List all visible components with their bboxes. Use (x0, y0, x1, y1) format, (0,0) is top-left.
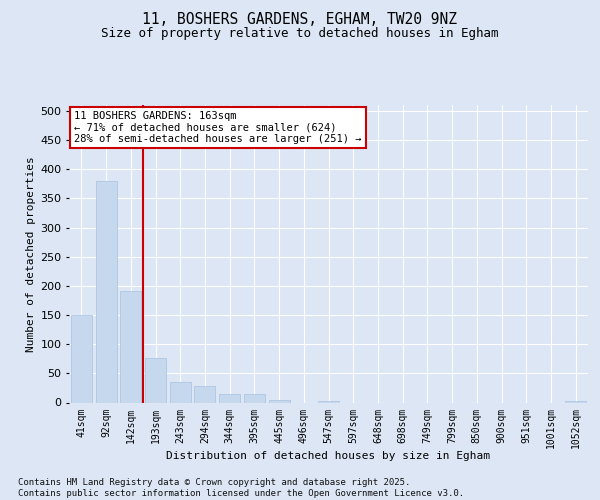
Text: Size of property relative to detached houses in Egham: Size of property relative to detached ho… (101, 28, 499, 40)
Bar (120, 290, 141, 403)
Bar (170, 382, 191, 402)
Text: 11, BOSHERS GARDENS, EGHAM, TW20 9NZ: 11, BOSHERS GARDENS, EGHAM, TW20 9NZ (143, 12, 458, 28)
Bar (145, 358, 166, 403)
Bar (71, 315, 92, 402)
Text: Contains HM Land Registry data © Crown copyright and database right 2025.
Contai: Contains HM Land Registry data © Crown c… (18, 478, 464, 498)
Bar (95, 181, 116, 402)
Bar (244, 394, 265, 402)
Bar (269, 400, 290, 402)
Bar (194, 386, 215, 402)
Bar (565, 401, 586, 402)
Bar (219, 394, 240, 402)
Text: 11 BOSHERS GARDENS: 163sqm
← 71% of detached houses are smaller (624)
28% of sem: 11 BOSHERS GARDENS: 163sqm ← 71% of deta… (74, 111, 362, 144)
X-axis label: Distribution of detached houses by size in Egham: Distribution of detached houses by size … (167, 452, 491, 462)
Y-axis label: Number of detached properties: Number of detached properties (26, 156, 36, 352)
